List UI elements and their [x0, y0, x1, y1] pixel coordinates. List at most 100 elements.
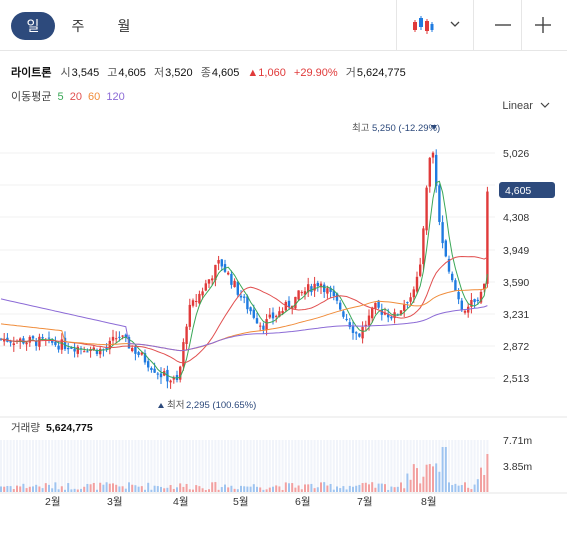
chevron-down-icon[interactable] [448, 10, 462, 40]
volume-bar [102, 484, 105, 492]
candle-body [393, 312, 396, 319]
volume-bar [233, 488, 236, 492]
candle-body [156, 373, 159, 375]
volume-bar [73, 488, 76, 492]
plus-icon[interactable] [533, 10, 553, 40]
volume-bar-bg [256, 440, 258, 492]
volume-bar-bg [486, 440, 489, 492]
candle-body [479, 291, 483, 303]
price-axis: 5,026 4,667 4,308 3,949 3,590 3,231 2,87… [503, 148, 529, 385]
min-marker-icon [158, 403, 164, 408]
volume-bar [16, 485, 18, 492]
volume-bar-bg [211, 440, 214, 492]
volume-bar-bg [233, 440, 236, 492]
candle-body [25, 342, 28, 345]
volume-bar-bg [272, 440, 274, 492]
volume-bar [374, 487, 377, 492]
candle-body [310, 286, 313, 293]
candle-body [47, 337, 51, 339]
volume-bar [275, 485, 278, 492]
volume-bar-bg [288, 440, 290, 492]
tab-daily[interactable]: 일 [11, 12, 55, 40]
candle-body [412, 289, 415, 298]
volume-bar-bg [153, 440, 156, 492]
volume-bar-bg [236, 440, 239, 492]
candle-body [399, 310, 403, 315]
toolbar-divider [473, 0, 474, 50]
candle-body [198, 293, 201, 304]
candle-body [297, 290, 300, 300]
candle-body [191, 300, 195, 306]
volume-bar-bg [262, 440, 265, 492]
candle-body [217, 260, 220, 264]
volume-bar-bg [457, 440, 460, 492]
volume-bar-bg [320, 440, 322, 492]
candle-body [364, 324, 367, 327]
volume-bar [150, 489, 153, 492]
candle-body [348, 322, 351, 328]
volume-bar [435, 463, 438, 492]
candle-body [431, 152, 435, 158]
candle-body [460, 300, 463, 311]
volume-bar [265, 489, 268, 492]
low-value: 3,520 [165, 67, 193, 79]
candle-body [294, 296, 297, 309]
volume-bar [316, 487, 319, 492]
volume-bar-bg [3, 440, 6, 492]
max-label: 최고 [352, 123, 370, 134]
candle-body [291, 305, 294, 310]
tab-weekly[interactable]: 주 [71, 18, 85, 34]
volume-bar [96, 489, 98, 492]
x-axis: 2월 3월 4월 5월 6월 7월 8월 [45, 496, 437, 508]
volume-bar-bg [9, 440, 12, 492]
volume-bar [6, 486, 9, 492]
min-value: 2,295 (100.65%) [186, 400, 256, 411]
minus-icon[interactable] [493, 10, 513, 40]
volume-bar [291, 483, 294, 492]
candle-body [111, 336, 115, 341]
volume-bar [48, 484, 50, 492]
tab-monthly[interactable]: 월 [117, 18, 131, 34]
volume-bar [454, 483, 457, 492]
volume-bar-bg [310, 440, 313, 492]
candle-body [99, 348, 102, 355]
volume-bar [204, 489, 207, 492]
volume-bar [22, 483, 25, 492]
x-tick: 8월 [421, 496, 437, 508]
volume-bar-bg [195, 440, 198, 492]
ma-5: 5 [57, 91, 64, 103]
volume-bar-bg [444, 440, 447, 492]
ma-120: 120 [106, 91, 125, 103]
volume-bar [483, 475, 486, 492]
volume-bar-bg [316, 440, 319, 492]
volume-bar-bg [140, 440, 143, 492]
volume-bar [3, 486, 6, 492]
volume-bar-bg [12, 440, 15, 492]
candle-body [271, 312, 275, 319]
volume-tick: 3.85m [503, 461, 532, 473]
volume-bar [208, 489, 210, 492]
volume-bar [121, 486, 124, 492]
candle-body [403, 304, 406, 311]
volume-bar-bg [416, 440, 418, 492]
moving-average-legend[interactable]: 이동평균 5 20 60 120 [11, 88, 125, 104]
candle-body [124, 334, 127, 338]
volume-bar [352, 486, 354, 492]
volume-bar [384, 484, 386, 492]
candlestick-icon[interactable] [412, 10, 434, 40]
candle-body [409, 297, 412, 302]
volume-bar [396, 486, 399, 492]
volume-bar-bg [368, 440, 370, 492]
candle-body [137, 352, 140, 355]
volume-bar-bg [182, 440, 185, 492]
volume-bar-bg [35, 440, 38, 492]
scale-selector[interactable]: Linear [502, 100, 551, 112]
volume-bar-bg [307, 440, 310, 492]
volume-bar-bg [172, 440, 175, 492]
candle-body [0, 338, 3, 340]
volume-bar-bg [403, 440, 406, 492]
volume-bar [262, 489, 265, 492]
open-value: 3,545 [71, 67, 100, 79]
volume-panel-value: 5,624,775 [46, 422, 93, 434]
volume-bar-bg [393, 440, 396, 492]
